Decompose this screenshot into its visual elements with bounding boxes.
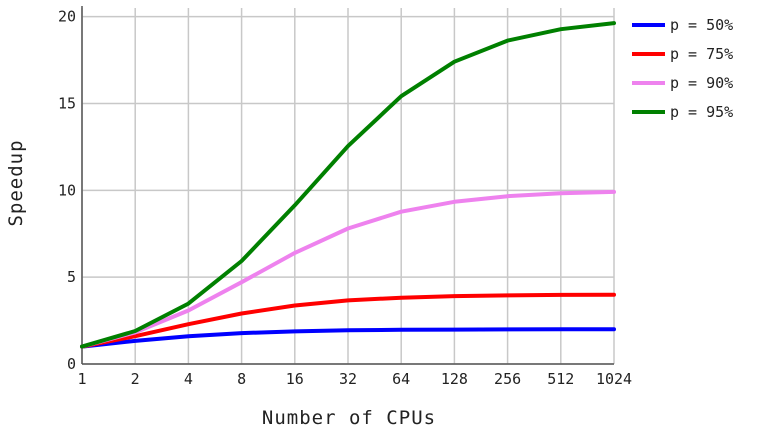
series-line (80, 327, 616, 349)
x-tick-label: 16 (286, 370, 304, 388)
series-line (80, 292, 616, 349)
axes (81, 6, 614, 365)
x-tick-label: 8 (237, 370, 246, 388)
x-tick-label: 2 (131, 370, 140, 388)
legend-label: p = 95% (670, 103, 733, 121)
series-line (80, 21, 616, 349)
y-tick-label: 10 (58, 181, 76, 199)
x-axis-label: Number of CPUs (262, 407, 436, 429)
legend-label: p = 75% (670, 45, 733, 63)
y-tick-label: 20 (58, 8, 76, 26)
x-tick-label: 4 (184, 370, 193, 388)
legend: p = 50% p = 75% p = 90% p = 95% (632, 16, 733, 121)
grid-lines (81, 8, 615, 365)
x-tick-labels: 1 2 4 8 16 32 64 128 256 512 1024 (77, 370, 632, 388)
series-lines (80, 21, 616, 349)
x-tick-label: 1024 (596, 370, 632, 388)
y-axis-label: Speedup (5, 139, 27, 226)
series-line (80, 189, 616, 349)
y-tick-label: 0 (67, 355, 76, 373)
legend-label: p = 50% (670, 16, 733, 34)
x-tick-label: 128 (441, 370, 468, 388)
x-tick-label: 32 (339, 370, 357, 388)
x-tick-label: 256 (494, 370, 521, 388)
y-tick-labels: 0 5 10 15 20 (58, 8, 76, 373)
x-tick-label: 1 (77, 370, 86, 388)
y-tick-label: 15 (58, 95, 76, 113)
x-tick-label: 512 (547, 370, 574, 388)
x-tick-label: 64 (392, 370, 410, 388)
y-tick-label: 5 (67, 268, 76, 286)
legend-label: p = 90% (670, 74, 733, 92)
